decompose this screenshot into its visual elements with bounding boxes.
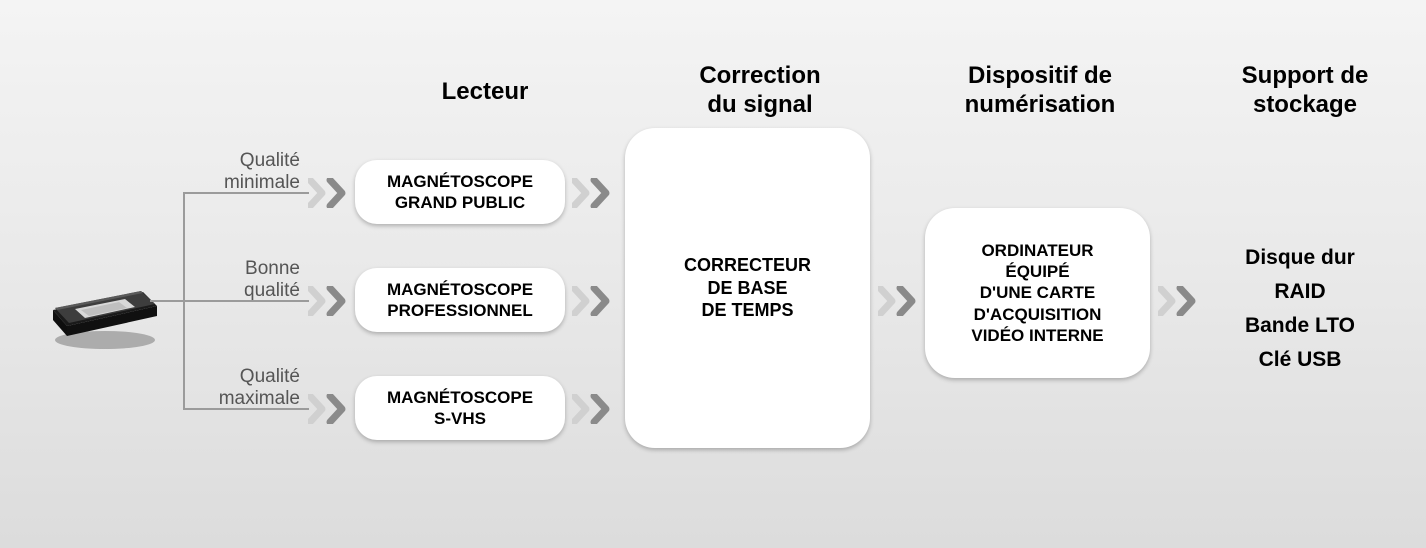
header-support: Support de stockage [1195,62,1415,120]
chevron-icon [308,178,352,208]
storage-raid: RAID [1200,280,1400,304]
chevron-icon [878,286,922,316]
header-dispositif: Dispositif de numérisation [920,62,1160,120]
storage-bande-lto: Bande LTO [1200,314,1400,338]
connector-line [183,300,309,302]
node-lecteur-svhs: MAGNÉTOSCOPE S-VHS [355,376,565,440]
connector-line [183,192,309,194]
storage-disque-dur: Disque dur [1200,246,1400,270]
label-bonne-qualite: Bonne qualité [190,258,300,302]
chevron-icon [572,286,616,316]
header-lecteur: Lecteur [395,78,575,107]
node-ordinateur: ORDINATEUR ÉQUIPÉ D'UNE CARTE D'ACQUISIT… [925,208,1150,378]
chevron-icon [1158,286,1202,316]
node-correcteur: CORRECTEUR DE BASE DE TEMPS [625,128,870,448]
label-qualite-minimale: Qualité minimale [190,150,300,194]
diagram-canvas: Lecteur Correction du signal Dispositif … [0,0,1426,548]
vhs-cassette-icon [45,262,165,357]
header-correction: Correction du signal [650,62,870,120]
chevron-icon [308,286,352,316]
label-qualite-maximale: Qualité maximale [190,366,300,410]
chevron-icon [308,394,352,424]
storage-cle-usb: Clé USB [1200,348,1400,372]
node-lecteur-professionnel: MAGNÉTOSCOPE PROFESSIONNEL [355,268,565,332]
connector-line [150,300,185,302]
node-lecteur-grand-public: MAGNÉTOSCOPE GRAND PUBLIC [355,160,565,224]
chevron-icon [572,394,616,424]
chevron-icon [572,178,616,208]
connector-line [183,408,309,410]
